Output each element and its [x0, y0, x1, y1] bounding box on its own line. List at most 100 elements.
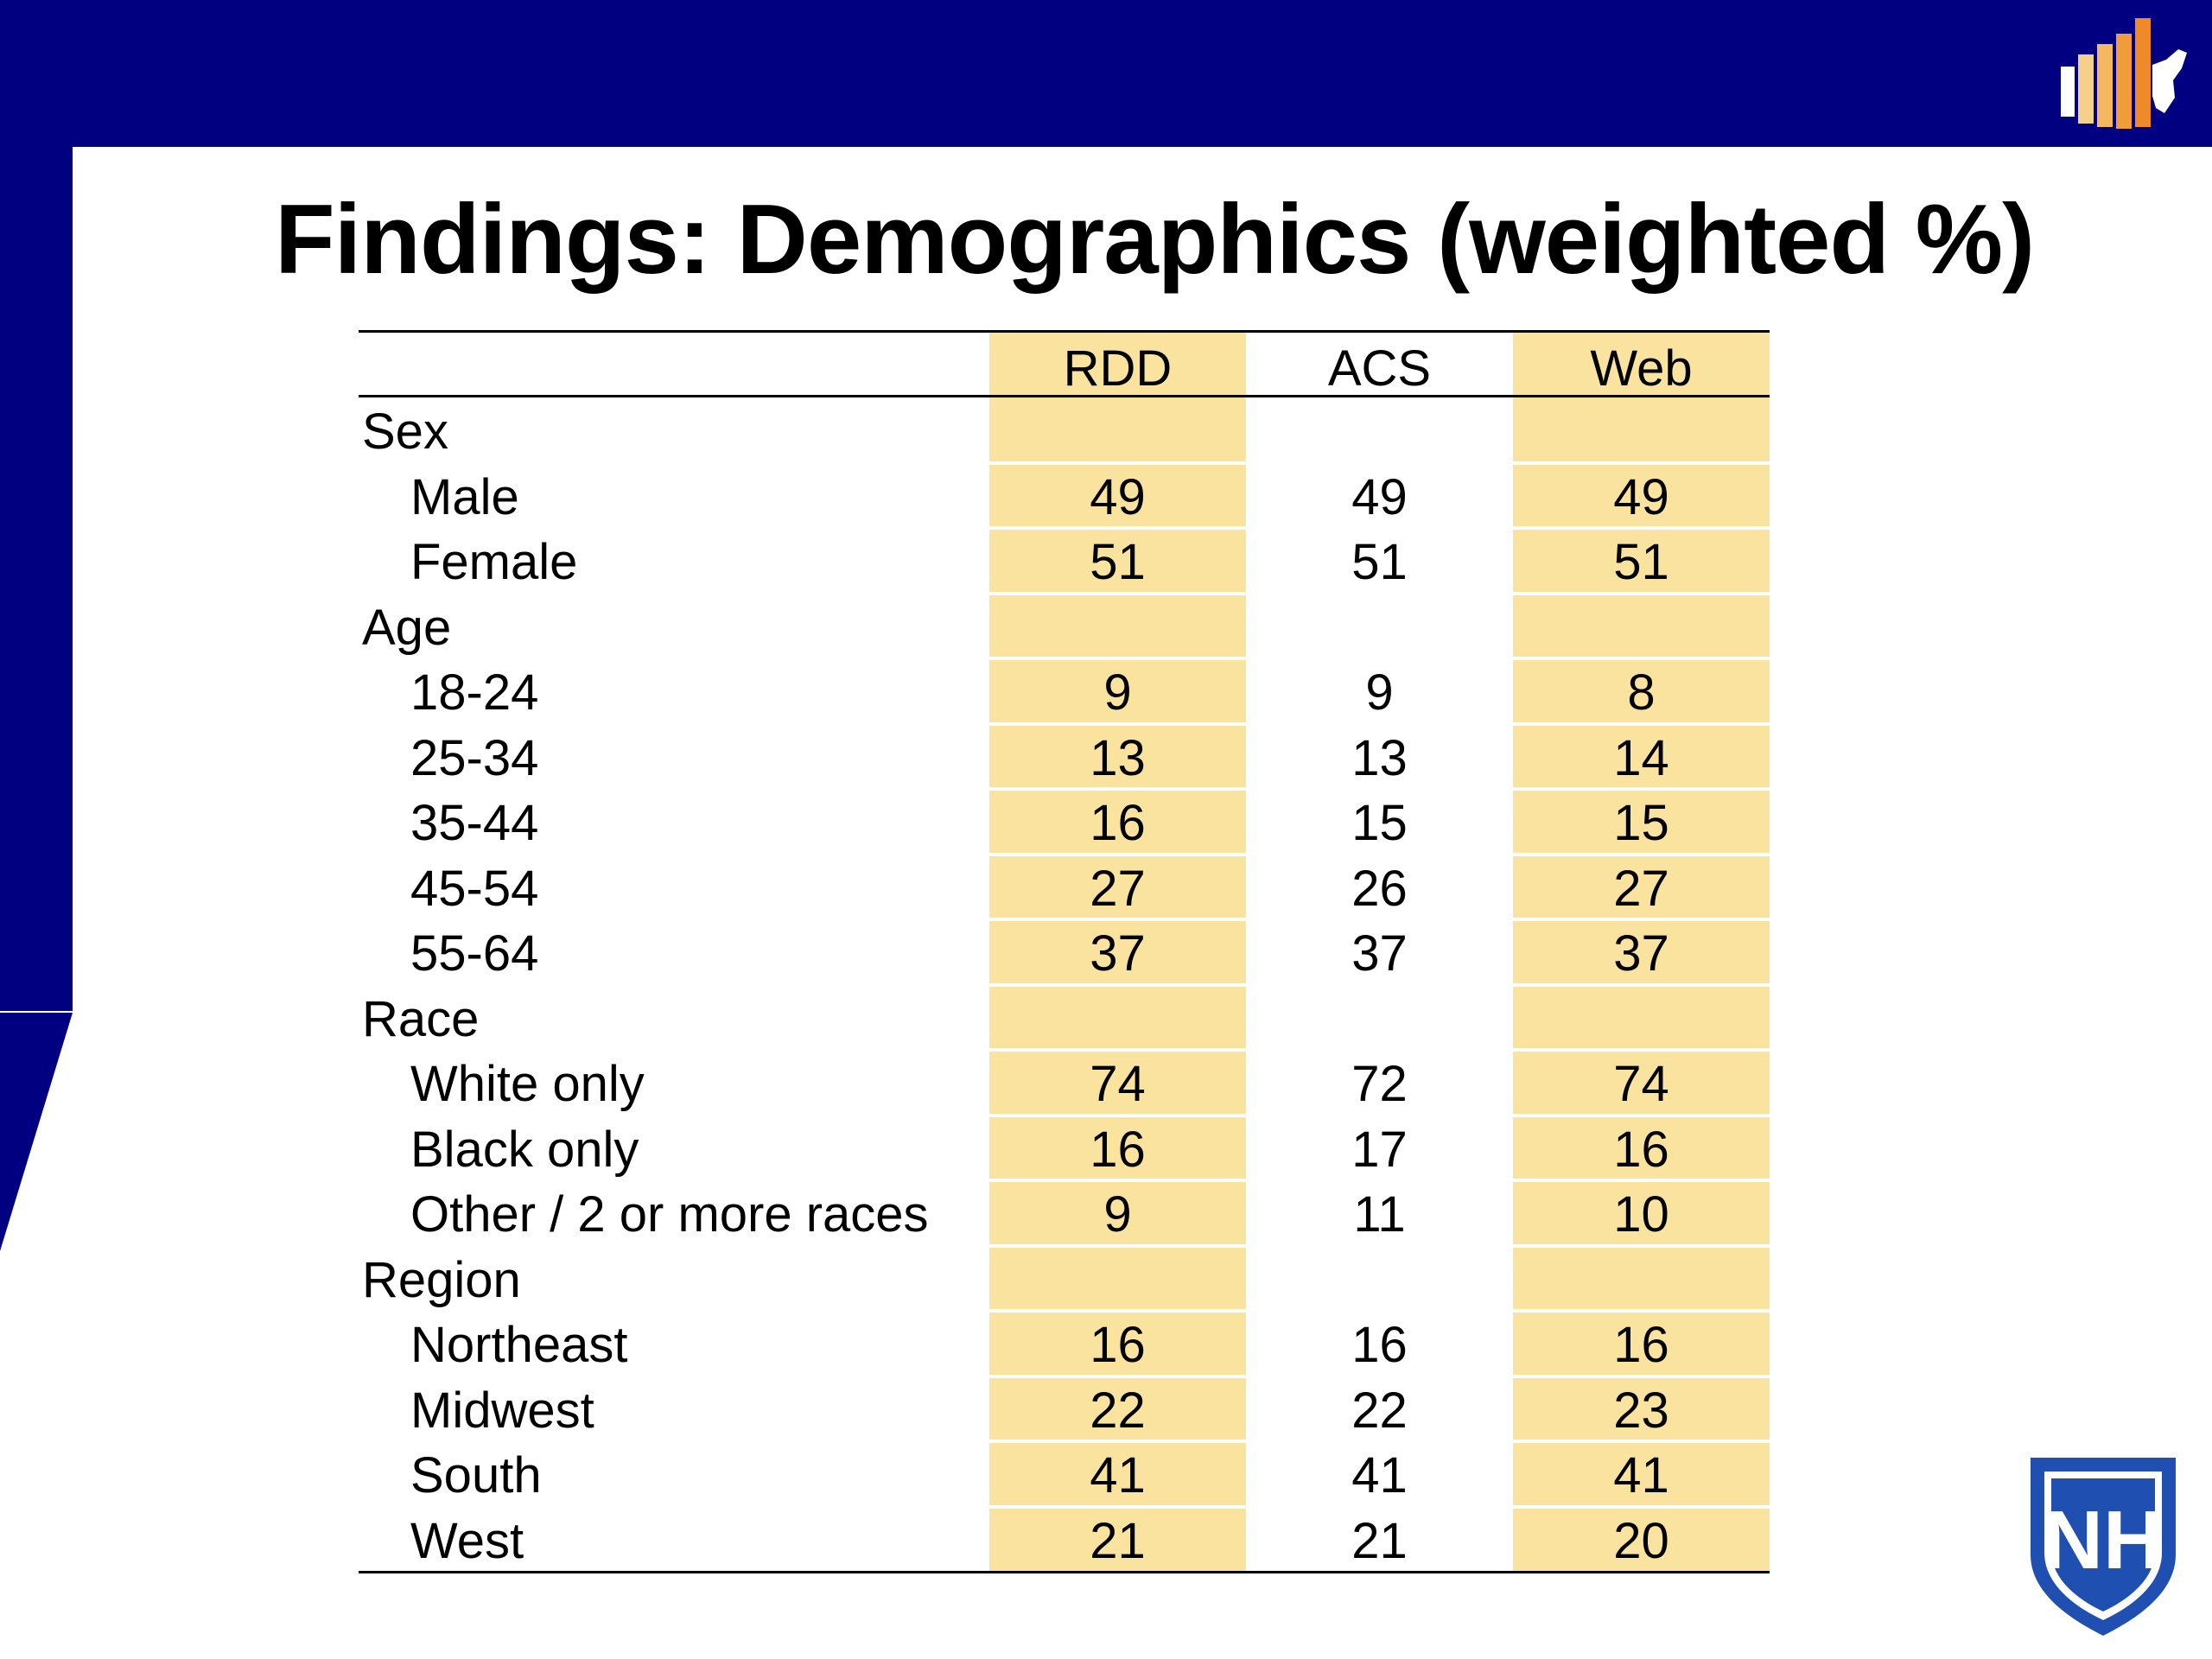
row-label: White only	[410, 1056, 645, 1113]
cell-acs: 26	[1351, 860, 1408, 917]
row-separator	[989, 1113, 1770, 1117]
cell-rdd: 49	[1090, 468, 1146, 525]
row-label: 25-34	[410, 729, 539, 786]
table-top-rule	[359, 330, 1770, 333]
table-row: 35-44 16 15 15	[359, 791, 1770, 856]
cell-web: 10	[1613, 1186, 1669, 1243]
header-label	[359, 330, 989, 399]
shield-text: NH	[2044, 1494, 2164, 1586]
table-row: 18-24 9 9 8	[359, 660, 1770, 726]
row-separator	[989, 591, 1770, 595]
category-row: Region	[359, 1248, 1770, 1313]
row-label: 55-64	[410, 925, 539, 982]
cell-rdd: 13	[1090, 729, 1146, 786]
cell-web: 15	[1613, 795, 1669, 852]
cell-web	[1513, 1248, 1770, 1313]
cell-web	[1513, 399, 1770, 465]
table-header-rule	[359, 395, 1770, 397]
bar-chart-map-logo-icon	[2061, 18, 2187, 129]
cell-acs	[1246, 595, 1513, 661]
row-separator	[989, 1179, 1770, 1182]
cell-acs: 9	[1365, 664, 1394, 721]
row-label: Race	[362, 990, 480, 1047]
row-separator	[989, 918, 1770, 921]
cell-acs: 72	[1351, 1056, 1408, 1113]
cell-acs: 51	[1351, 534, 1408, 591]
data-table: RDD ACS Web Sex Male 49 49 49 Female 51 51 51 Age…	[359, 330, 1770, 1573]
cell-rdd: 9	[1103, 1186, 1132, 1243]
cell-web	[1513, 595, 1770, 661]
table-row: 45-54 27 26 27	[359, 856, 1770, 922]
row-label: Sex	[362, 404, 448, 461]
cell-rdd	[989, 595, 1246, 661]
cell-acs	[1246, 1248, 1513, 1313]
category-row: Race	[359, 987, 1770, 1052]
cell-web: 51	[1613, 534, 1669, 591]
unh-shield-logo-icon: NH	[2031, 1458, 2176, 1636]
cell-acs: 11	[1353, 1186, 1406, 1243]
row-label: 35-44	[410, 795, 539, 852]
cell-web: 74	[1613, 1056, 1669, 1113]
row-separator	[989, 1048, 1770, 1052]
cell-acs: 15	[1351, 795, 1408, 852]
row-separator	[989, 461, 1770, 465]
rdd-column-highlight	[989, 330, 1246, 1573]
cell-rdd: 41	[1090, 1447, 1146, 1504]
table-row: West 21 21 20	[359, 1509, 1770, 1574]
cell-web: 23	[1613, 1382, 1669, 1439]
cell-rdd: 74	[1090, 1056, 1146, 1113]
table-row: Other / 2 or more races 9 11 10	[359, 1182, 1770, 1248]
category-row: Sex	[359, 399, 1770, 465]
cell-acs	[1246, 399, 1513, 465]
row-separator	[989, 1243, 1770, 1248]
cell-rdd: 16	[1090, 1317, 1146, 1374]
header-acs: ACS	[1327, 340, 1432, 397]
cell-web: 37	[1613, 925, 1669, 982]
table-row: Black only 16 17 16	[359, 1117, 1770, 1183]
cell-acs: 37	[1351, 925, 1408, 982]
row-label: Northeast	[410, 1317, 628, 1374]
header-row: RDD ACS Web	[359, 330, 1770, 399]
row-separator	[989, 787, 1770, 791]
row-separator	[989, 1374, 1770, 1378]
row-label: Region	[362, 1251, 521, 1308]
row-label: South	[410, 1447, 542, 1504]
top-banner	[0, 0, 2212, 147]
cell-rdd: 51	[1090, 534, 1146, 591]
row-label: Male	[410, 468, 519, 525]
cell-rdd	[989, 987, 1246, 1052]
row-label: 45-54	[410, 860, 539, 917]
row-separator	[989, 1504, 1770, 1509]
cell-web: 16	[1613, 1317, 1669, 1374]
cell-rdd: 21	[1090, 1512, 1146, 1569]
row-label: Midwest	[410, 1382, 594, 1439]
cell-rdd	[989, 399, 1246, 465]
cell-rdd: 9	[1103, 664, 1132, 721]
cell-web: 14	[1613, 729, 1669, 786]
cell-acs: 13	[1351, 729, 1408, 786]
table-row: South 41 41 41	[359, 1443, 1770, 1509]
cell-web: 41	[1613, 1447, 1669, 1504]
header-rdd: RDD	[1063, 340, 1173, 397]
table-row: Midwest 22 22 23	[359, 1378, 1770, 1444]
row-label: 18-24	[410, 664, 539, 721]
slide-title: Findings: Demographics (weighted %)	[275, 185, 2035, 295]
cell-acs: 17	[1351, 1121, 1408, 1178]
row-separator	[989, 1309, 1770, 1313]
row-separator	[989, 852, 1770, 856]
cell-acs: 49	[1351, 468, 1408, 525]
table-row: Female 51 51 51	[359, 530, 1770, 595]
row-label: West	[410, 1512, 524, 1569]
cell-web: 8	[1627, 664, 1656, 721]
table-row: 25-34 13 13 14	[359, 726, 1770, 791]
table-row: Male 49 49 49	[359, 465, 1770, 531]
table-row: Northeast 16 16 16	[359, 1313, 1770, 1378]
row-separator	[989, 721, 1770, 726]
row-label: Age	[362, 599, 452, 656]
cell-web: 27	[1613, 860, 1669, 917]
cell-acs: 16	[1351, 1317, 1408, 1374]
cell-web: 16	[1613, 1121, 1669, 1178]
cell-acs: 22	[1351, 1382, 1408, 1439]
row-separator	[989, 1440, 1770, 1443]
row-separator	[989, 526, 1770, 530]
